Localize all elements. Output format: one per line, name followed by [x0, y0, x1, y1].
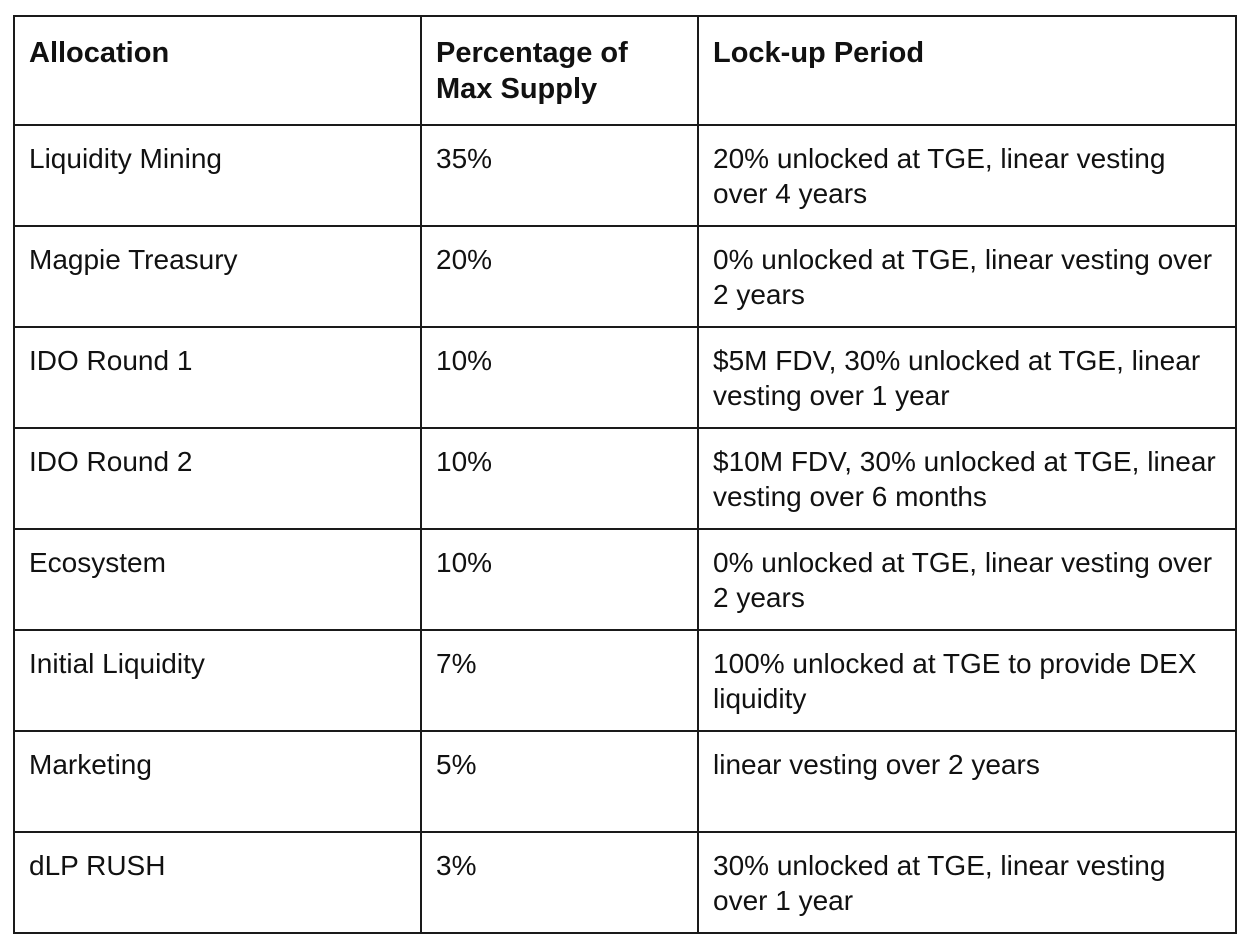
cell-percentage: 20% [420, 225, 699, 328]
cell-allocation: IDO Round 2 [13, 427, 422, 530]
table-row: Magpie Treasury 20% 0% unlocked at TGE, … [13, 225, 1237, 328]
cell-allocation: Initial Liquidity [13, 629, 422, 732]
cell-percentage: 5% [420, 730, 699, 833]
cell-allocation: dLP RUSH [13, 831, 422, 934]
table-row: dLP RUSH 3% 30% unlocked at TGE, linear … [13, 831, 1237, 934]
cell-lockup: 20% unlocked at TGE, linear vesting over… [697, 124, 1237, 227]
cell-percentage: 7% [420, 629, 699, 732]
table-row: Liquidity Mining 35% 20% unlocked at TGE… [13, 124, 1237, 227]
cell-percentage: 3% [420, 831, 699, 934]
table-row: Marketing 5% linear vesting over 2 years [13, 730, 1237, 833]
cell-lockup: $5M FDV, 30% unlocked at TGE, linear ves… [697, 326, 1237, 429]
table-row: Ecosystem 10% 0% unlocked at TGE, linear… [13, 528, 1237, 631]
cell-allocation: IDO Round 1 [13, 326, 422, 429]
table-body: Liquidity Mining 35% 20% unlocked at TGE… [13, 124, 1237, 934]
cell-percentage: 10% [420, 326, 699, 429]
cell-allocation: Marketing [13, 730, 422, 833]
cell-allocation: Ecosystem [13, 528, 422, 631]
cell-percentage: 10% [420, 528, 699, 631]
header-percentage: Percentage of Max Supply [420, 15, 699, 126]
cell-lockup: $10M FDV, 30% unlocked at TGE, linear ve… [697, 427, 1237, 530]
table-header: Allocation Percentage of Max Supply Lock… [13, 15, 1237, 126]
cell-allocation: Liquidity Mining [13, 124, 422, 227]
table-row: IDO Round 2 10% $10M FDV, 30% unlocked a… [13, 427, 1237, 530]
header-allocation: Allocation [13, 15, 422, 126]
cell-percentage: 35% [420, 124, 699, 227]
cell-lockup: 30% unlocked at TGE, linear vesting over… [697, 831, 1237, 934]
cell-lockup: 0% unlocked at TGE, linear vesting over … [697, 225, 1237, 328]
cell-percentage: 10% [420, 427, 699, 530]
table-row: IDO Round 1 10% $5M FDV, 30% unlocked at… [13, 326, 1237, 429]
header-row: Allocation Percentage of Max Supply Lock… [13, 15, 1237, 126]
allocation-table: Allocation Percentage of Max Supply Lock… [13, 15, 1237, 934]
table-row: Initial Liquidity 7% 100% unlocked at TG… [13, 629, 1237, 732]
cell-lockup: 100% unlocked at TGE to provide DEX liqu… [697, 629, 1237, 732]
cell-allocation: Magpie Treasury [13, 225, 422, 328]
cell-lockup: 0% unlocked at TGE, linear vesting over … [697, 528, 1237, 631]
header-lockup: Lock-up Period [697, 15, 1237, 126]
cell-lockup: linear vesting over 2 years [697, 730, 1237, 833]
